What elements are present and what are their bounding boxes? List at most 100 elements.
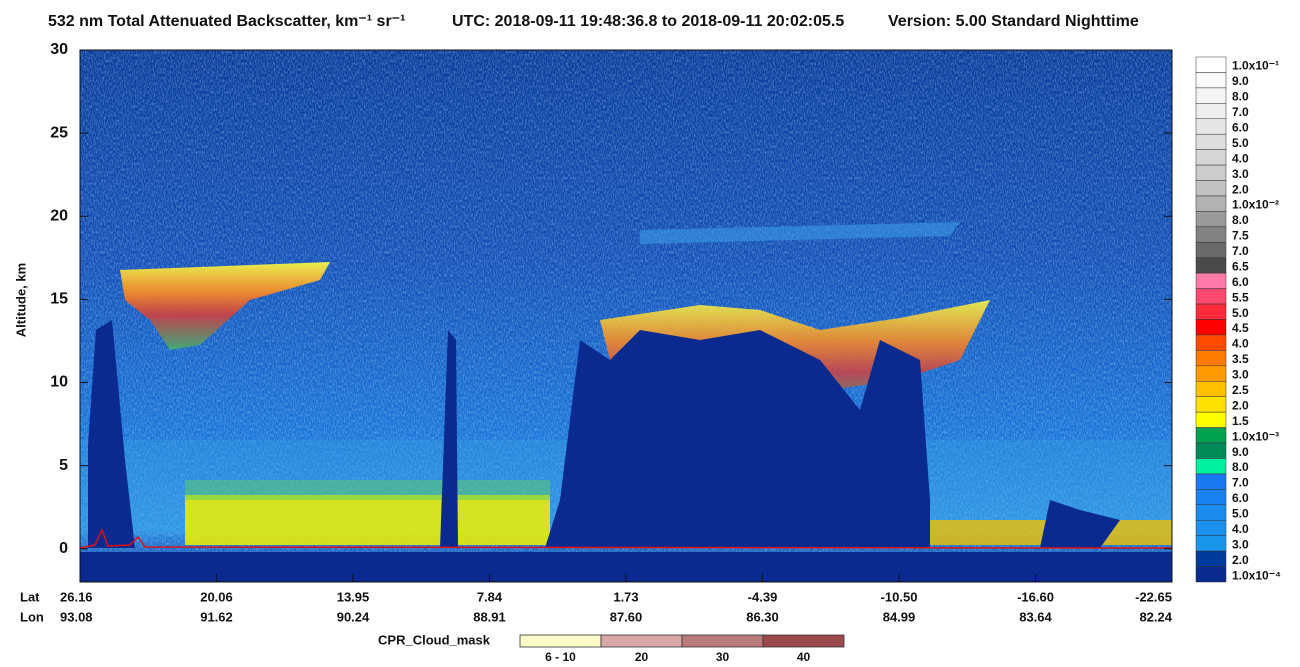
x-tick-label: 7.84 [477,589,503,604]
colorbar-swatch [1195,257,1227,274]
colorbar-swatch [1195,103,1227,120]
colorbar-label: 2.5 [1232,383,1249,397]
colorbar-label: 4.5 [1232,321,1249,335]
x-tick-label: 84.99 [883,609,916,624]
cpr-swatch [762,634,845,648]
colorbar-swatch [1195,118,1227,135]
colorbar-label: 8.0 [1232,90,1249,104]
colorbar-label: 1.0x10⁻⁴ [1232,568,1281,582]
colorbar-swatch [1195,164,1227,181]
cpr-legend-title: CPR_Cloud_mask [378,632,491,647]
x-tick-label: 91.62 [200,609,233,624]
colorbar-swatch [1195,72,1227,89]
colorbar-label: 6.0 [1232,491,1249,505]
colorbar-label: 3.0 [1232,167,1249,181]
cloud-left [120,262,330,350]
colorbar-label: 6.0 [1232,121,1249,135]
colorbar-label: 2.0 [1232,398,1249,412]
x-tick-label: 20.06 [200,589,233,604]
colorbar-swatch [1195,396,1227,413]
colorbar-swatch [1195,288,1227,305]
colorbar-swatch [1195,535,1227,552]
y-tick-label: 15 [50,291,68,308]
x-tick-label: 1.73 [613,589,638,604]
y-tick-label: 10 [50,374,68,391]
colorbar-label: 3.0 [1232,537,1249,551]
colorbar-swatch [1195,519,1227,536]
x-tick-label: 83.64 [1019,609,1052,624]
cpr-swatch [681,634,764,648]
colorbar-label: 2.0 [1232,553,1249,567]
colorbar-swatch [1195,504,1227,521]
colorbar-label: 4.0 [1232,151,1249,165]
colorbar-swatch [1195,365,1227,382]
colorbar-label: 6.5 [1232,259,1249,273]
colorbar-swatch [1195,473,1227,490]
y-tick-label: 25 [50,124,68,141]
colorbar-label: 9.0 [1232,74,1249,88]
colorbar-swatch [1195,550,1227,567]
colorbar-label: 7.0 [1232,476,1249,490]
attenuated-column [1040,500,1120,548]
colorbar-label: 7.0 [1232,105,1249,119]
colorbar-label: 7.0 [1232,244,1249,258]
colorbar-label: 7.5 [1232,229,1249,243]
cpr-label: 20 [635,650,649,664]
colorbar-label: 5.5 [1232,290,1249,304]
attenuated-column [545,330,930,548]
cpr-label: 30 [716,650,730,664]
aerosol-top [185,480,550,500]
colorbar-swatch [1195,87,1227,104]
colorbar-label: 9.0 [1232,445,1249,459]
version-label: Version: 5.00 Standard Nighttime [888,13,1139,30]
colorbar-swatch [1195,427,1227,444]
y-tick-label: 0 [59,540,68,557]
cpr-swatch [600,634,683,648]
chart-title: 532 nm Total Attenuated Backscatter, km⁻… [48,13,405,30]
attenuated-column [440,330,458,548]
colorbar-swatch [1195,242,1227,258]
colorbar-swatch [1195,319,1227,336]
colorbar-swatch [1195,226,1227,243]
x-tick-label: 86.30 [746,609,779,624]
colorbar-swatch [1195,211,1227,228]
colorbar-label: 3.0 [1232,368,1249,382]
colorbar-swatch [1195,442,1227,459]
x-tick-label: 82.24 [1139,609,1172,624]
colorbar-label: 5.0 [1232,136,1249,150]
colorbar-label: 2.0 [1232,182,1249,196]
x-tick-label: 90.24 [337,609,370,624]
colorbar-swatch [1195,350,1227,367]
y-tick-label: 30 [50,41,68,58]
aerosol-layer [185,495,550,545]
x-tick-label: 26.16 [60,589,93,604]
x-tick-label: 13.95 [337,589,370,604]
colorbar-label: 1.0x10⁻¹ [1232,59,1279,73]
colorbar-label: 1.5 [1232,414,1249,428]
colorbar-swatch [1195,195,1227,212]
backscatter-image [79,49,1173,583]
colorbar-label: 3.5 [1232,352,1249,366]
cpr-swatch [519,634,602,648]
attenuated-column [88,320,135,548]
colorbar-swatch [1195,566,1227,583]
x-row-name: Lat [20,589,40,604]
y-axis-label: Altitude, km [13,263,28,337]
colorbar-swatch [1195,56,1227,73]
colorbar-swatch [1195,489,1227,506]
chart-subtitle: UTC: 2018-09-11 19:48:36.8 to 2018-09-11… [452,13,844,30]
colorbar-label: 5.0 [1232,507,1249,521]
cpr-label: 40 [797,650,811,664]
colorbar-label: 6.0 [1232,275,1249,289]
colorbar-label: 1.0x10⁻³ [1232,429,1279,443]
colorbar-swatch [1195,303,1227,320]
y-tick-label: 5 [59,457,68,474]
colorbar-label: 5.0 [1232,306,1249,320]
colorbar-label: 1.0x10⁻² [1232,198,1279,212]
colorbar-label: 8.0 [1232,460,1249,474]
colorbar-swatch [1195,381,1227,397]
colorbar-swatch [1195,149,1227,166]
colorbar-swatch [1195,133,1227,150]
colorbar-swatch [1195,334,1227,351]
